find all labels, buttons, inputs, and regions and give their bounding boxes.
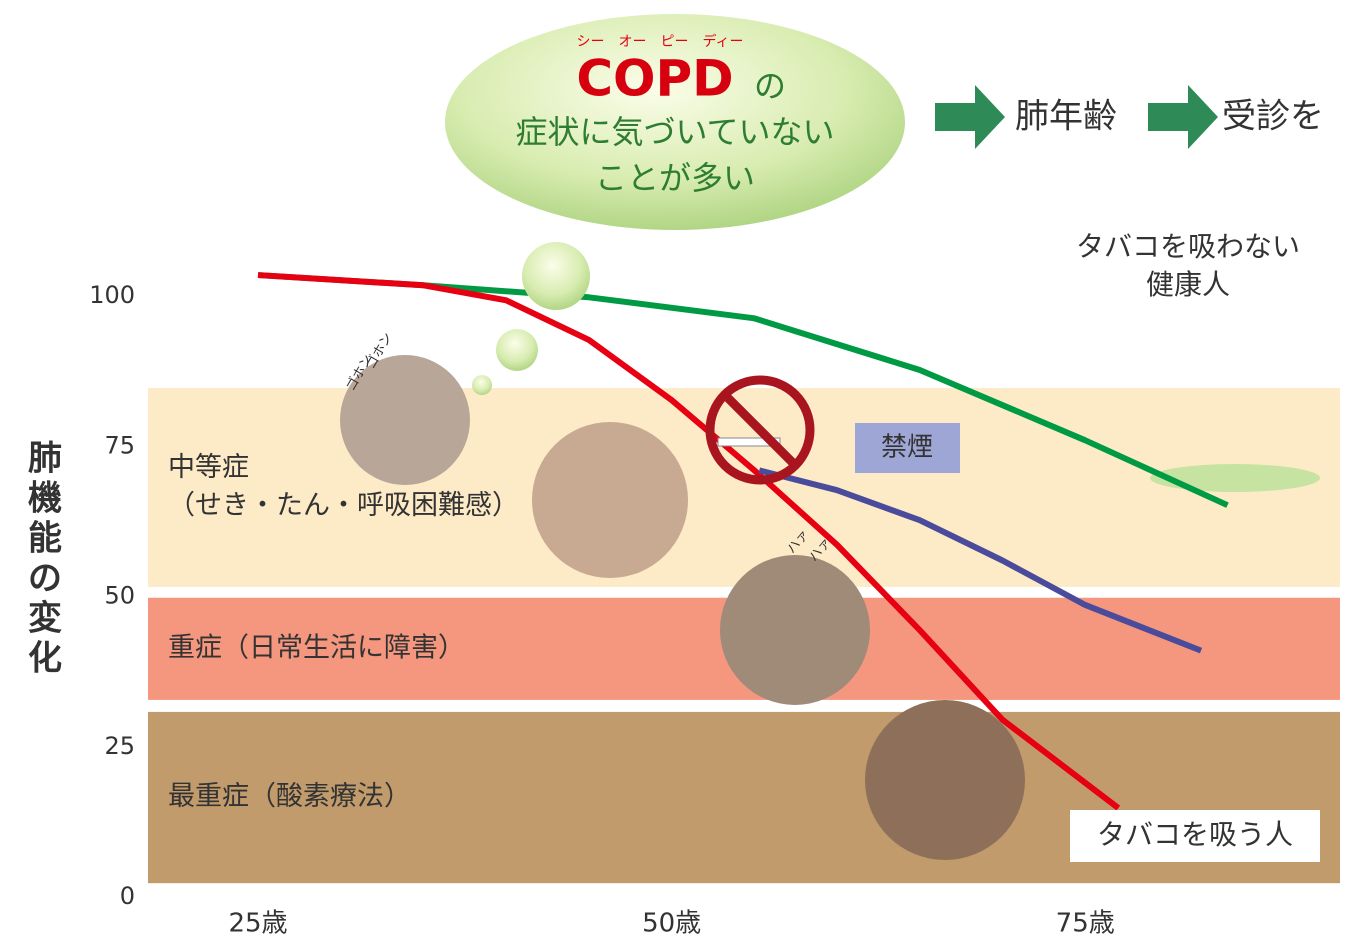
- y-label-char: の: [28, 559, 62, 599]
- title-line: 症状に気づいていない: [515, 113, 834, 151]
- arrow-label: 肺年齢: [1015, 97, 1117, 137]
- title-main: COPD: [576, 50, 733, 108]
- y-tick-label: 0: [120, 882, 135, 910]
- title-line: ことが多い: [595, 159, 755, 197]
- x-tick-label: 50歳: [642, 909, 701, 939]
- band-label: 最重症（酸素療法）: [168, 781, 411, 812]
- illustration: [865, 700, 1025, 860]
- illustration: [532, 422, 688, 578]
- illustration: [1150, 464, 1320, 492]
- arrow-label: 受診を: [1222, 97, 1324, 137]
- y-label-char: 肺: [28, 439, 62, 479]
- y-tick-label: 100: [89, 281, 135, 309]
- series-label: タバコを吸う人: [1097, 818, 1293, 851]
- y-tick-label: 50: [104, 582, 135, 610]
- x-tick-label: 25歳: [228, 909, 287, 939]
- ruby: シー オー ピー ディー: [576, 33, 743, 50]
- thought-bubble: [522, 242, 590, 310]
- band-label: 重症（日常生活に障害）: [168, 632, 465, 663]
- thought-bubble: [496, 329, 538, 371]
- title-particle: の: [754, 67, 786, 105]
- y-tick-label: 75: [104, 431, 135, 459]
- chart: 中等症 （せき・たん・呼吸困難感） 重症（日常生活に障害） 最重症（酸素療法） シー …: [0, 0, 1366, 944]
- x-tick-label: 75歳: [1056, 909, 1115, 939]
- band-label: 中等症: [168, 452, 249, 483]
- band-label: （せき・たん・呼吸困難感）: [168, 490, 519, 521]
- arrow: [935, 85, 1005, 149]
- y-label-char: 変: [28, 599, 62, 639]
- series-label: 禁煙: [881, 433, 933, 463]
- y-label-char: 機: [28, 479, 62, 519]
- page: 中等症 （せき・たん・呼吸困難感） 重症（日常生活に障害） 最重症（酸素療法） シー …: [0, 0, 1366, 944]
- series-label: 健康人: [1146, 268, 1230, 301]
- y-tick-label: 25: [104, 732, 135, 760]
- y-label-char: 能: [28, 519, 62, 559]
- series-label: タバコを吸わない: [1076, 230, 1300, 263]
- thought-bubble: [472, 375, 492, 395]
- arrow: [1148, 85, 1218, 149]
- illustration: [720, 555, 870, 705]
- y-label-char: 化: [28, 639, 62, 679]
